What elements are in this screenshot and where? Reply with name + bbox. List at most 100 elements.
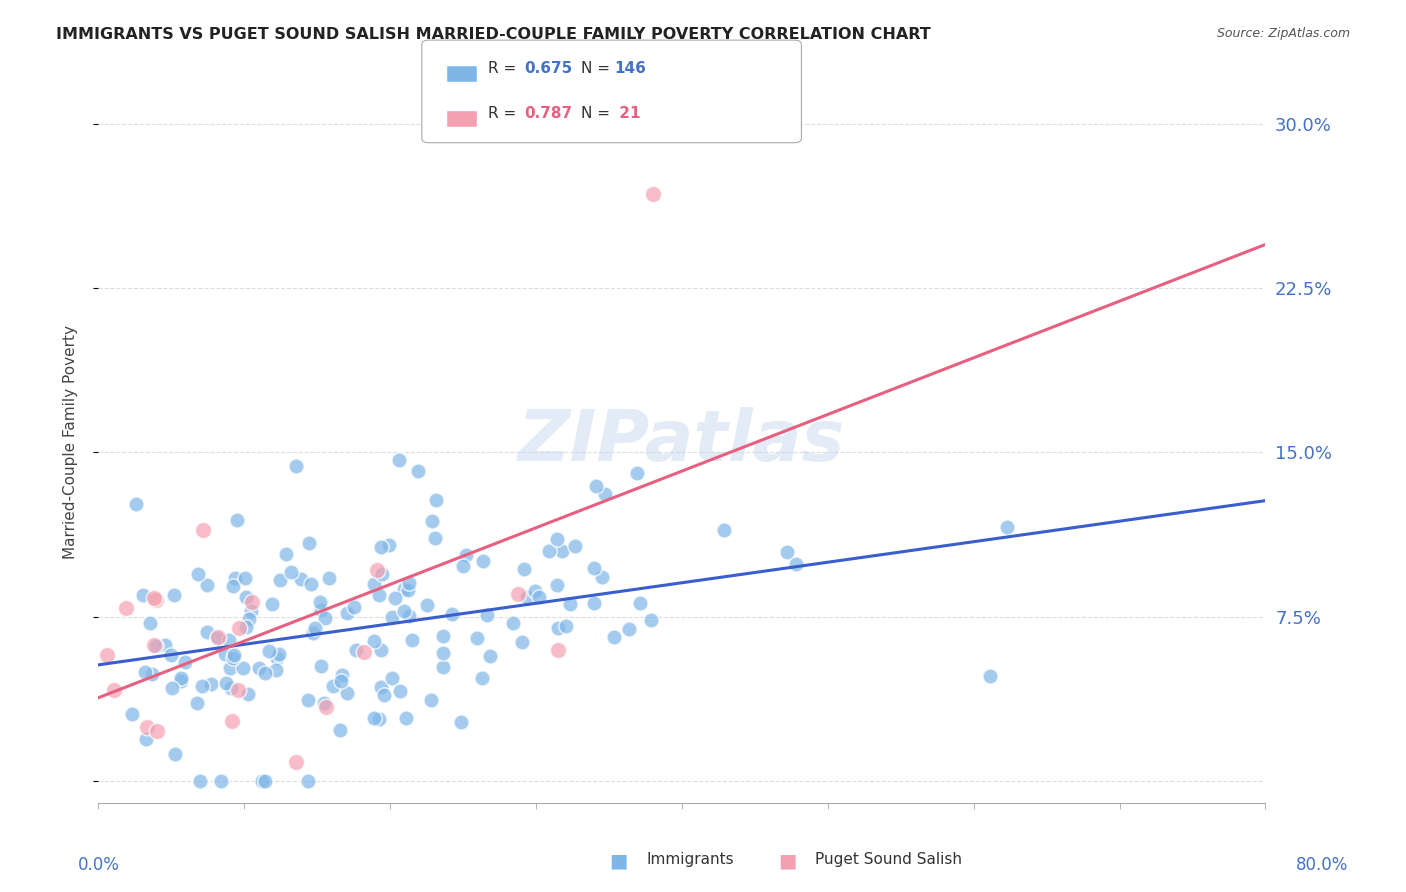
Point [371,566,394,581]
Point [299,577,322,591]
Point [235,620,257,634]
Point [254,665,277,680]
Point [169,674,191,689]
Point [550,543,572,558]
Point [370,643,392,657]
Point [363,634,385,648]
Point [163,747,186,762]
Point [228,621,250,635]
Point [121,706,143,721]
Text: R =: R = [488,62,522,76]
Point [221,714,243,728]
Text: ZIPatlas: ZIPatlas [519,407,845,476]
Point [302,626,325,640]
Point [432,660,454,674]
Point [995,520,1018,534]
Point [408,464,430,478]
Point [454,548,477,562]
Point [145,723,167,738]
Point [432,646,454,660]
Point [451,558,474,573]
Point [238,612,260,626]
Point [134,665,156,680]
Point [274,547,297,561]
Point [233,571,256,585]
Point [392,582,415,596]
Point [297,693,319,707]
Point [257,643,280,657]
Point [585,478,607,492]
Point [309,594,332,608]
Point [626,467,648,481]
Point [595,487,617,501]
Point [336,606,359,620]
Point [394,603,416,617]
Point [401,633,423,648]
Point [235,590,257,604]
Point [502,615,524,630]
Point [240,595,263,609]
Point [312,696,335,710]
Point [315,700,337,714]
Point [160,681,183,696]
Point [558,597,581,611]
Point [471,671,494,685]
Point [396,583,419,598]
Point [370,680,392,694]
Point [330,673,353,688]
Point [547,642,569,657]
Point [143,591,166,606]
Text: Source: ZipAtlas.com: Source: ZipAtlas.com [1216,27,1350,40]
Point [222,651,245,665]
Point [343,599,366,614]
Point [218,633,240,648]
Point [188,773,211,788]
Point [141,666,163,681]
Point [297,773,319,788]
Point [388,453,411,467]
Point [398,575,420,590]
Text: 21: 21 [614,106,641,120]
Point [260,598,283,612]
Point [159,648,181,662]
Point [516,590,538,604]
Point [582,561,605,575]
Point [329,723,352,737]
Point [378,538,401,552]
Point [389,684,412,698]
Point [420,693,443,707]
Point [628,596,651,610]
Point [190,679,212,693]
Point [207,630,229,644]
Point [380,671,402,685]
Point [776,544,799,558]
Point [538,544,561,558]
Point [344,643,367,657]
Point [136,720,159,734]
Point [139,615,162,630]
Point [398,609,420,624]
Point [215,676,238,690]
Point [309,603,332,617]
Point [440,607,463,622]
Point [555,619,578,633]
Point [250,773,273,788]
Point [591,570,613,584]
Point [370,540,392,554]
Point [145,593,167,607]
Point [195,578,218,592]
Point [472,554,495,568]
Point [546,578,568,592]
Point [381,609,404,624]
Point [132,588,155,602]
Point [232,661,254,675]
Point [330,668,353,682]
Y-axis label: Married-Couple Family Poverty: Married-Couple Family Poverty [63,325,77,558]
Point [125,497,148,511]
Point [186,696,208,710]
Point [280,565,302,579]
Point [564,539,586,553]
Point [465,631,488,645]
Point [222,579,245,593]
Point [432,629,454,643]
